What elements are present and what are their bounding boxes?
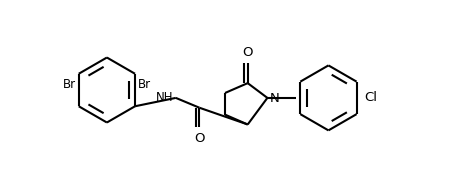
Text: Br: Br [62,78,76,91]
Text: N: N [269,92,278,105]
Text: O: O [194,132,204,145]
Text: Br: Br [138,78,151,91]
Text: NH: NH [156,91,173,104]
Text: O: O [242,46,253,58]
Text: Cl: Cl [363,91,376,104]
